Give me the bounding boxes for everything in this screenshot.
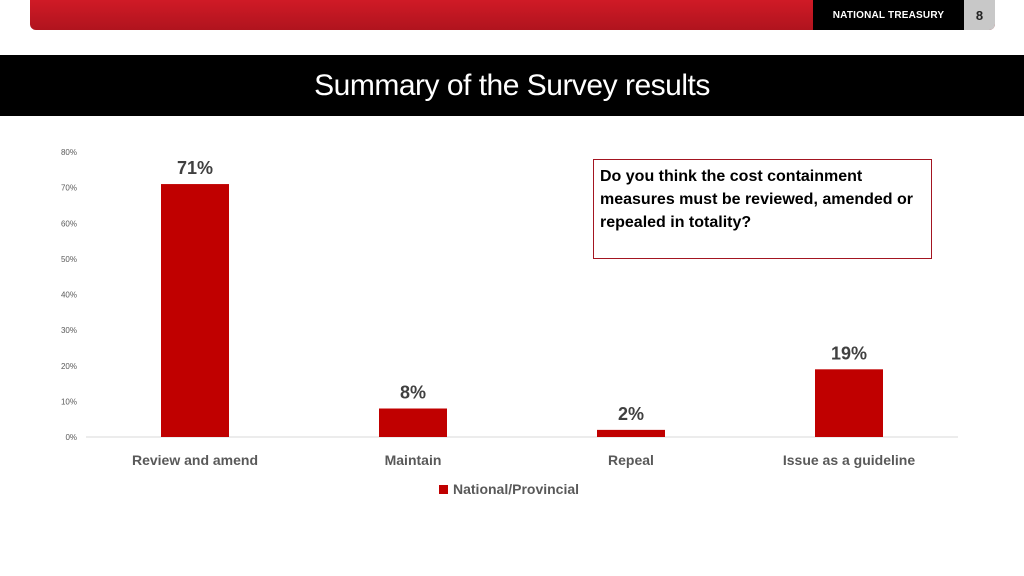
- page-number: 8: [964, 0, 995, 30]
- y-tick-label: 50%: [61, 255, 77, 264]
- bar: [379, 408, 447, 437]
- data-label: 71%: [177, 158, 213, 178]
- legend-label: National/Provincial: [453, 481, 579, 497]
- y-tick-label: 10%: [61, 397, 77, 406]
- data-label: 19%: [831, 343, 867, 363]
- y-tick-label: 20%: [61, 362, 77, 371]
- category-label: Maintain: [385, 452, 442, 468]
- y-tick-label: 60%: [61, 219, 77, 228]
- y-tick-label: 0%: [65, 433, 77, 442]
- y-tick-label: 80%: [61, 148, 77, 157]
- y-tick-label: 30%: [61, 326, 77, 335]
- category-label: Repeal: [608, 452, 654, 468]
- category-label: Issue as a guideline: [783, 452, 915, 468]
- legend-swatch: [439, 485, 448, 494]
- question-box: Do you think the cost containment measur…: [593, 159, 932, 259]
- data-label: 2%: [618, 404, 644, 424]
- bar: [161, 184, 229, 437]
- y-tick-label: 40%: [61, 291, 77, 300]
- slide-title: Summary of the Survey results: [0, 55, 1024, 116]
- bar: [815, 369, 883, 437]
- brand-label: NATIONAL TREASURY: [813, 0, 964, 30]
- bar: [597, 429, 665, 437]
- category-label: Review and amend: [132, 452, 258, 468]
- y-tick-label: 70%: [61, 184, 77, 193]
- data-label: 8%: [400, 383, 426, 403]
